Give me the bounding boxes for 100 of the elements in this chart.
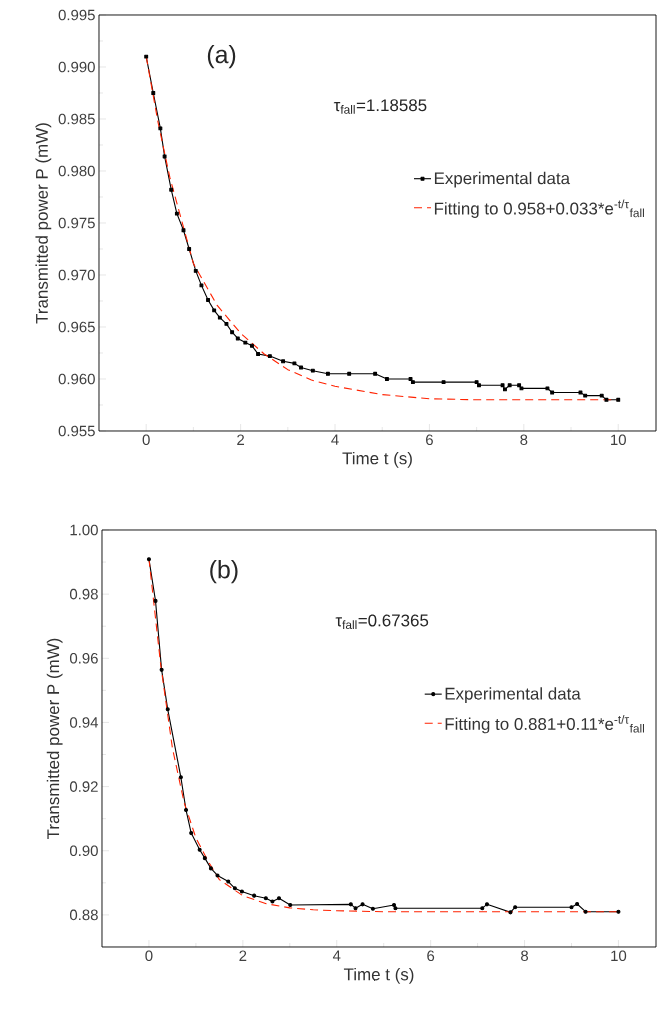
x-tick-label: 0 — [142, 434, 150, 446]
annotation: (a) — [207, 44, 236, 69]
x-tick-label: 6 — [427, 950, 435, 962]
y-tick-label: 0.970 — [58, 269, 95, 281]
point — [153, 598, 158, 603]
point — [281, 359, 286, 364]
x-axis-title: Time t (s) — [342, 451, 412, 468]
point — [239, 889, 244, 894]
y-tick-label: 0.98 — [69, 588, 98, 600]
point — [599, 393, 604, 398]
point — [519, 386, 524, 391]
point — [230, 330, 235, 335]
point — [513, 905, 518, 910]
point — [292, 361, 297, 366]
point — [162, 154, 167, 159]
x-tick-label: 4 — [331, 434, 339, 445]
x-tick-label: 4 — [332, 950, 341, 961]
y-tick-label: 0.965 — [58, 321, 95, 333]
point — [187, 247, 192, 251]
point — [217, 315, 222, 320]
point — [159, 667, 164, 672]
point — [325, 371, 330, 376]
point — [252, 893, 257, 898]
point — [263, 896, 268, 901]
point — [178, 775, 183, 780]
point — [169, 187, 174, 192]
annotation: τ$_{fall}$=1.18585 — [333, 99, 427, 114]
point — [503, 387, 507, 392]
point — [477, 383, 481, 388]
y-tick-label: 1.00 — [70, 524, 98, 536]
point — [183, 807, 189, 813]
point — [243, 340, 248, 345]
x-tick-label: 8 — [521, 950, 529, 962]
point — [583, 909, 588, 914]
point — [373, 371, 378, 376]
y-tick-label: 0.955 — [58, 425, 95, 437]
point — [360, 902, 365, 907]
y-tick-label: 0.90 — [69, 845, 98, 857]
point — [235, 336, 240, 341]
point — [480, 906, 485, 911]
point — [408, 377, 413, 381]
point — [370, 906, 375, 911]
point — [215, 873, 220, 878]
x-tick-label: 8 — [520, 434, 528, 446]
point — [550, 390, 555, 395]
point — [165, 707, 170, 712]
point — [151, 91, 156, 95]
x-tick-label: 10 — [611, 434, 626, 446]
point — [199, 283, 204, 288]
point — [500, 383, 505, 388]
x-tick-label: 0 — [145, 950, 153, 962]
point — [441, 380, 446, 385]
point — [226, 879, 231, 884]
y-tick-label: 0.985 — [58, 113, 95, 125]
point — [299, 365, 303, 370]
point — [158, 126, 163, 131]
point — [174, 211, 179, 216]
y-tick-label: 0.92 — [69, 781, 98, 792]
point — [348, 902, 353, 907]
point — [604, 397, 609, 402]
legend-label: Experimental data — [445, 687, 581, 704]
y-tick-label: 0.94 — [69, 717, 99, 728]
point — [206, 298, 210, 302]
legend-label: Experimental data — [434, 171, 571, 188]
point — [384, 377, 389, 381]
annotation: (b) — [210, 560, 238, 584]
point — [616, 909, 621, 914]
point — [578, 390, 583, 395]
point — [208, 866, 213, 871]
point — [410, 380, 415, 385]
point — [212, 308, 217, 313]
x-tick-label: 2 — [239, 950, 247, 961]
y-tick-label: 0.990 — [58, 61, 95, 73]
y-tick-label: 0.960 — [58, 373, 95, 385]
y-tick-label: 0.980 — [58, 165, 95, 177]
point — [197, 847, 202, 852]
point — [474, 380, 479, 385]
point — [270, 899, 275, 904]
point — [616, 397, 621, 402]
point — [189, 831, 194, 836]
legend-label: Fitting to 0.958+0.033*e$^{-t/τ}$fall — [434, 199, 644, 218]
point — [193, 268, 198, 273]
point — [288, 902, 293, 908]
point — [517, 383, 522, 388]
x-tick-label: 10 — [611, 950, 627, 962]
x-axis-title: Time t (s) — [343, 967, 414, 984]
point — [224, 321, 229, 326]
point — [353, 906, 358, 911]
point — [276, 896, 282, 901]
point — [181, 228, 186, 233]
y-axis-title: Transmitted power P (mW) — [46, 638, 63, 839]
point — [507, 383, 512, 388]
y-axis-title: Transmitted power P (mW) — [35, 123, 52, 324]
point — [484, 902, 490, 907]
point — [508, 910, 513, 915]
point — [347, 371, 352, 376]
point — [267, 354, 272, 359]
point — [393, 906, 398, 911]
annotation: τ$_{fall}$=0.67365 — [335, 614, 429, 630]
point — [146, 557, 151, 562]
